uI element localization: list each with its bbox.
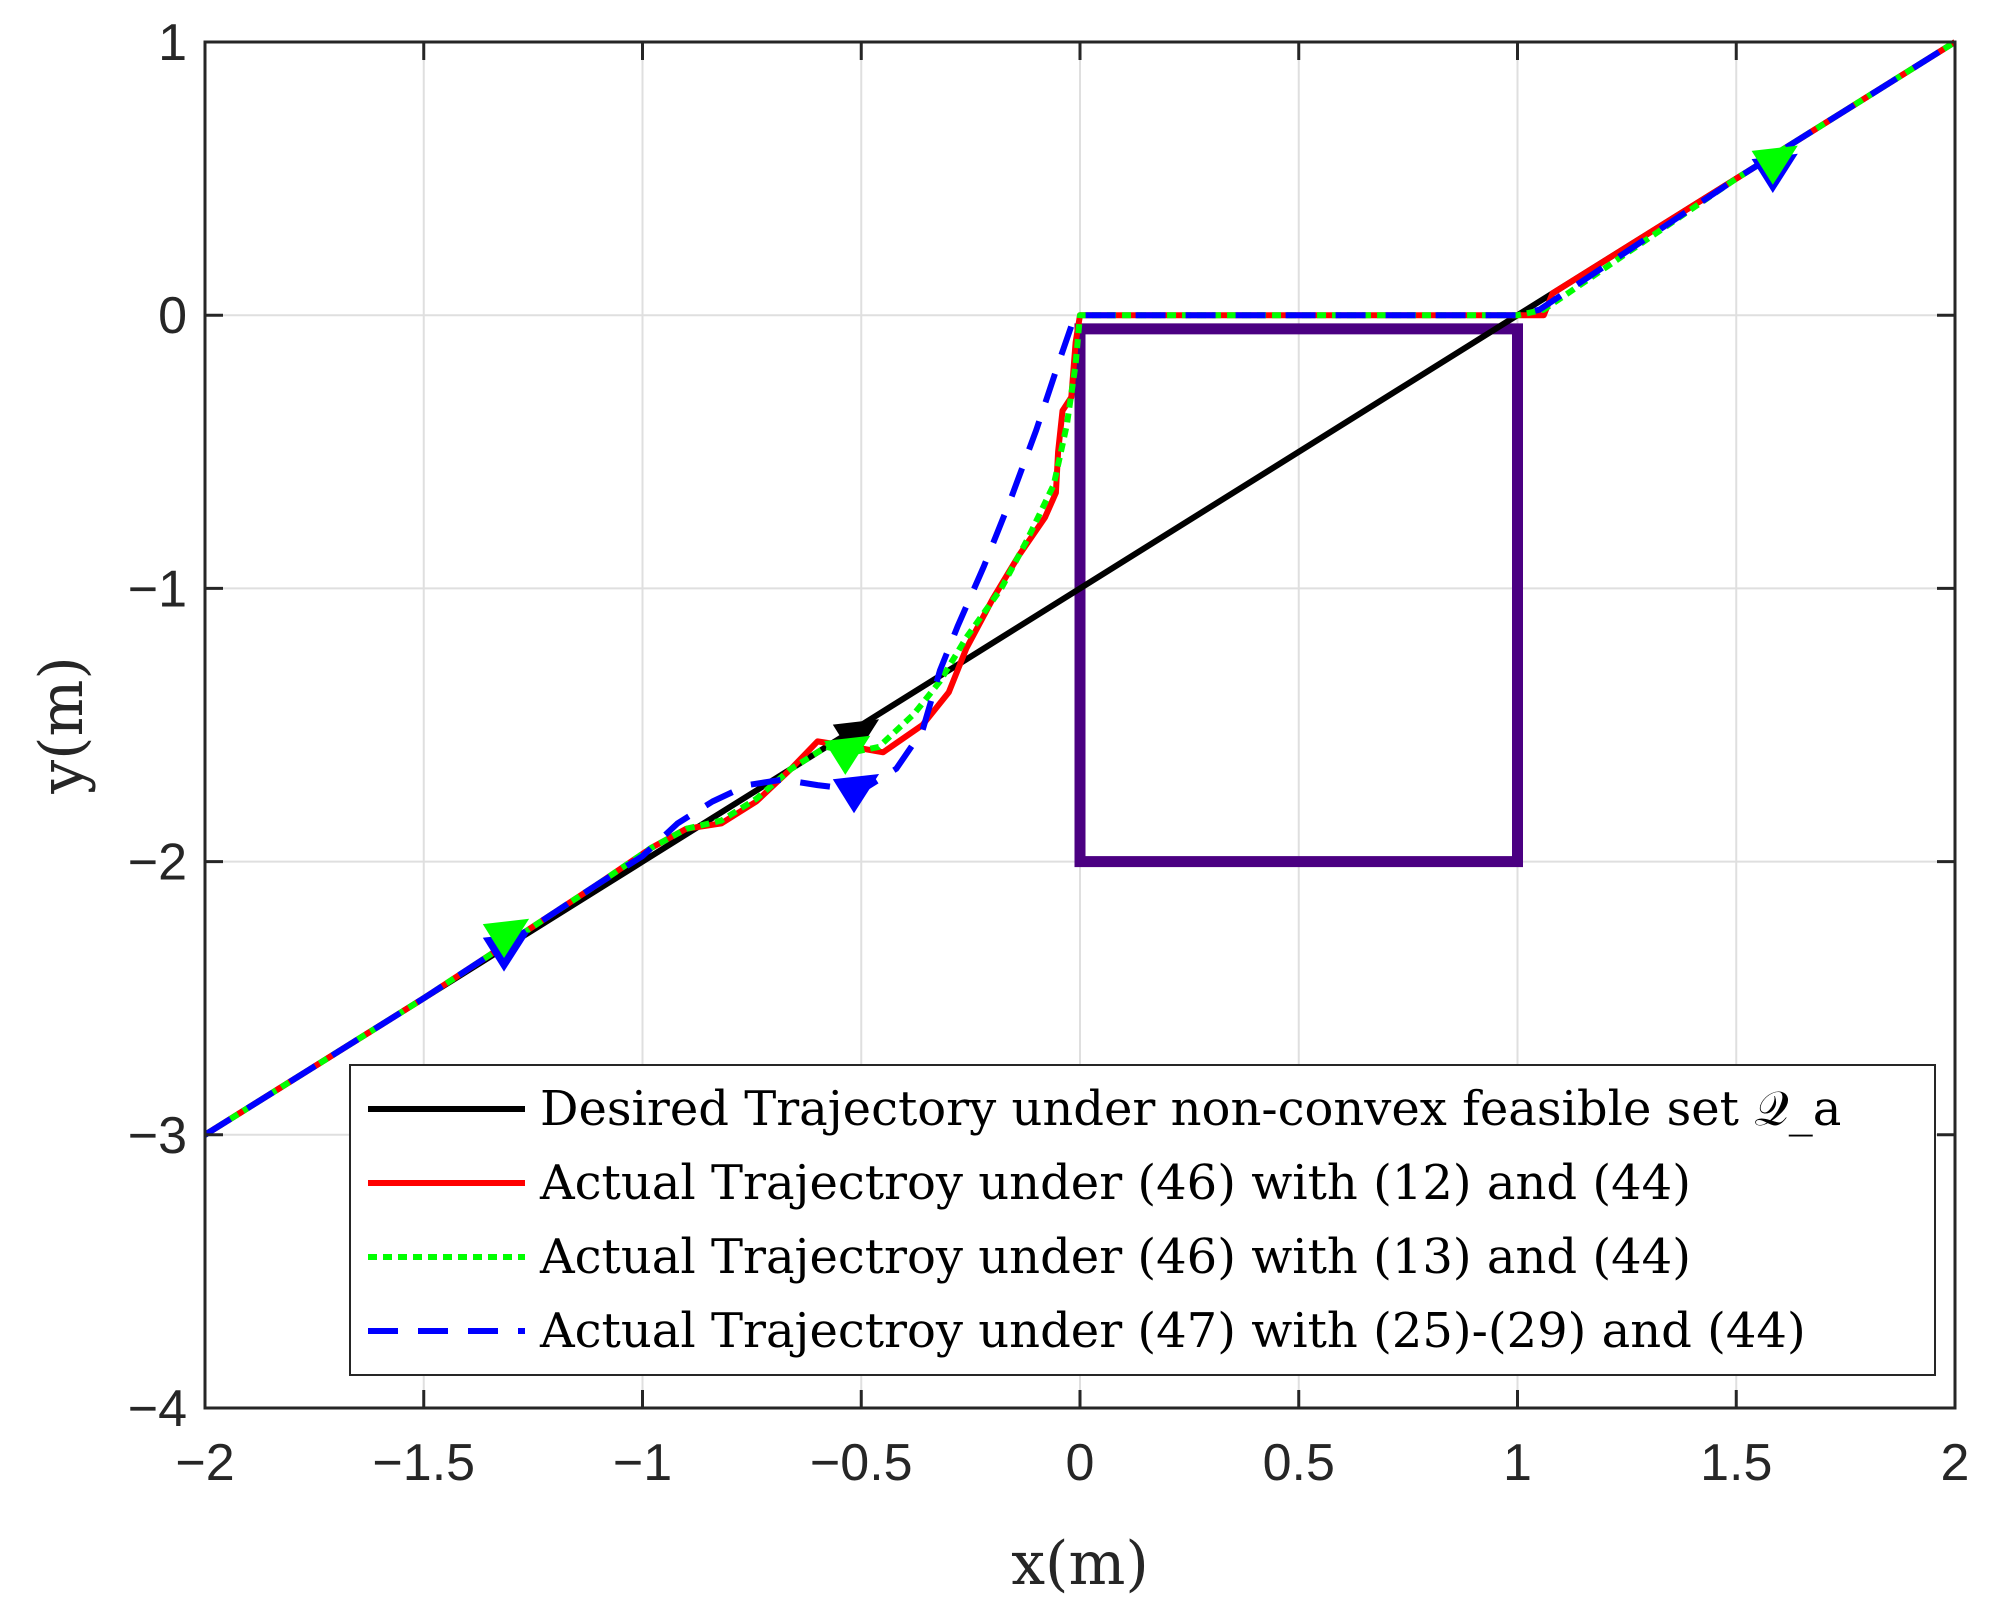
x-tick-label: −2 bbox=[175, 1434, 234, 1492]
y-tick-label: 0 bbox=[158, 287, 187, 345]
y-tick-label: −4 bbox=[128, 1380, 187, 1438]
x-tick-label: 2 bbox=[1941, 1434, 1970, 1492]
y-tick-label: −3 bbox=[128, 1107, 187, 1165]
series-line-4 bbox=[203, 39, 1957, 1138]
direction-arrowhead bbox=[1751, 145, 1798, 185]
x-tick-label: 1.5 bbox=[1700, 1434, 1772, 1492]
plot-data bbox=[203, 39, 1957, 1138]
x-tick-label: −1 bbox=[613, 1434, 672, 1492]
legend-entry-1: Desired Trajectory under non-convex feas… bbox=[540, 1081, 1841, 1137]
direction-arrowhead bbox=[482, 918, 530, 958]
legend-entry-3: Actual Trajectroy under (46) with (13) a… bbox=[539, 1229, 1691, 1285]
axes bbox=[203, 40, 1957, 1410]
x-tick-label: −0.5 bbox=[810, 1434, 913, 1492]
y-tick-label: −2 bbox=[128, 834, 187, 892]
legend-box bbox=[349, 1064, 1936, 1376]
x-tick-label: 0.5 bbox=[1263, 1434, 1335, 1492]
obstacle-rectangle bbox=[1074, 323, 1523, 868]
x-tick-label: −1.5 bbox=[372, 1434, 475, 1492]
legend: Desired Trajectory under non-convex feas… bbox=[349, 1064, 1936, 1376]
x-tick-label: 0 bbox=[1066, 1434, 1095, 1492]
legend-entry-4: Actual Trajectroy under (47) with (25)-(… bbox=[539, 1303, 1806, 1359]
y-tick-label: 1 bbox=[158, 14, 187, 72]
x-tick-label: 1 bbox=[1503, 1434, 1532, 1492]
y-tick-label: −1 bbox=[128, 560, 187, 618]
tick-labels: −2 −1.5 −1 −0.5 0 0.5 1 1.5 2 −4 −3 −2 −1 0 1 bbox=[128, 14, 1970, 1492]
legend-entry-2: Actual Trajectroy under (46) with (12) a… bbox=[539, 1155, 1691, 1211]
direction-arrowhead bbox=[832, 774, 880, 814]
direction-arrowhead bbox=[824, 735, 871, 775]
series-line-3 bbox=[203, 39, 1957, 1138]
y-axis-label: y(m) bbox=[27, 656, 97, 795]
x-axis-label: x(m) bbox=[1011, 1529, 1149, 1599]
